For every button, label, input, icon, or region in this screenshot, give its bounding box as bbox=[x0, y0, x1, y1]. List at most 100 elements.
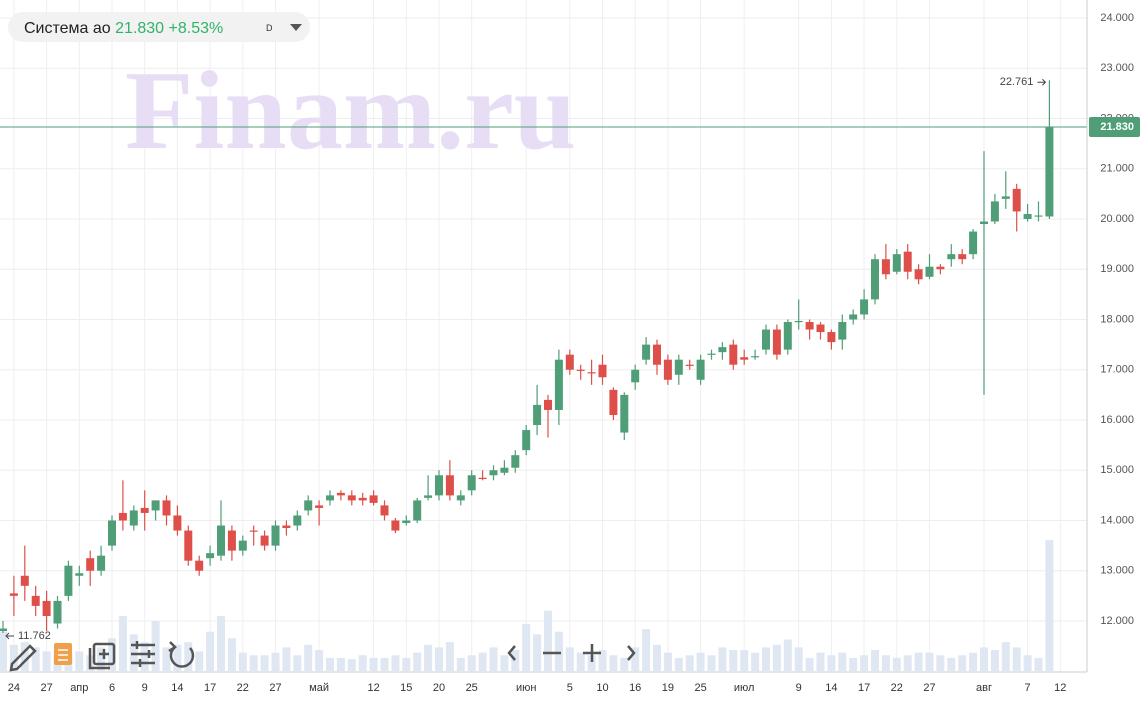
dropdown-arrow[interactable] bbox=[290, 24, 302, 31]
zoom-in[interactable] bbox=[583, 644, 601, 662]
candle-body bbox=[947, 254, 956, 260]
candle-body bbox=[271, 525, 280, 546]
volume-bar bbox=[478, 652, 487, 671]
candle-body bbox=[609, 389, 618, 415]
x-tick-label: 27 bbox=[923, 682, 935, 694]
x-tick-label: 25 bbox=[694, 682, 706, 694]
candle-body bbox=[642, 344, 651, 360]
candle-body bbox=[140, 507, 149, 513]
x-tick-label: 27 bbox=[269, 682, 281, 694]
price-change: +8.53% bbox=[169, 20, 224, 37]
volume-bar bbox=[358, 655, 367, 671]
volume-bar bbox=[729, 650, 738, 671]
volume-bar bbox=[990, 650, 999, 671]
x-tick-label: 20 bbox=[433, 682, 445, 694]
candle-body bbox=[685, 364, 694, 366]
x-tick-label: 5 bbox=[567, 682, 573, 694]
x-tick-label: 25 bbox=[466, 682, 478, 694]
candle-body bbox=[838, 322, 847, 340]
volume-bar bbox=[20, 642, 29, 671]
volume-bar bbox=[347, 659, 356, 671]
header-pill bbox=[8, 12, 310, 42]
y-tick-label: 18.000 bbox=[1100, 313, 1134, 325]
reset-icon[interactable] bbox=[169, 646, 195, 668]
candle-body bbox=[358, 497, 367, 501]
volume-bar bbox=[249, 655, 258, 671]
volume-bar bbox=[424, 644, 433, 671]
candle-body bbox=[565, 354, 574, 370]
x-tick-label: 22 bbox=[891, 682, 903, 694]
volume-bar bbox=[620, 657, 629, 671]
candle-body bbox=[206, 553, 215, 559]
candle-body bbox=[173, 515, 182, 531]
volume-bar bbox=[217, 615, 225, 671]
volume-bar bbox=[914, 652, 923, 671]
candle-body bbox=[772, 329, 781, 355]
candle-body bbox=[849, 314, 858, 320]
candle-body bbox=[304, 500, 313, 511]
candle-body bbox=[217, 525, 225, 556]
candle-body bbox=[97, 555, 106, 571]
nav-right[interactable] bbox=[627, 645, 636, 661]
volume-bar bbox=[293, 655, 302, 671]
volume-bar bbox=[576, 652, 585, 671]
volume-bar bbox=[718, 647, 727, 671]
candle-body bbox=[445, 475, 454, 496]
candle-body bbox=[20, 575, 29, 586]
candle-body bbox=[653, 344, 661, 365]
volume-bar bbox=[631, 647, 640, 671]
volume-bar bbox=[282, 647, 291, 671]
x-tick-label: 12 bbox=[367, 682, 379, 694]
volume-bar bbox=[75, 651, 84, 671]
candle-body bbox=[762, 329, 770, 350]
volume-bar bbox=[980, 647, 988, 671]
candle-body bbox=[282, 525, 291, 529]
candle-body bbox=[696, 359, 705, 380]
candle-body bbox=[860, 299, 869, 315]
candle-body bbox=[903, 251, 912, 272]
pencil-icon[interactable] bbox=[9, 644, 37, 672]
nav-left[interactable] bbox=[507, 645, 516, 661]
high-annotation: 22.761 bbox=[1000, 76, 1034, 88]
volume-bar bbox=[1045, 540, 1054, 671]
x-tick-label: 9 bbox=[142, 682, 148, 694]
candle-body bbox=[576, 369, 585, 371]
toolbar bbox=[9, 641, 636, 672]
candle-body bbox=[663, 359, 672, 380]
candle-body bbox=[467, 475, 476, 491]
candle-body bbox=[533, 404, 542, 426]
volume-bar bbox=[369, 657, 378, 671]
candle-body bbox=[969, 231, 978, 255]
x-tick-label: май bbox=[309, 682, 329, 694]
x-tick-label: 27 bbox=[40, 682, 52, 694]
candle-body bbox=[315, 505, 324, 508]
volume-bar bbox=[947, 657, 956, 671]
x-tick-label: 7 bbox=[1025, 682, 1031, 694]
low-annotation: 11.762 bbox=[18, 630, 51, 642]
volume-bar bbox=[511, 650, 520, 671]
candle-body bbox=[456, 495, 465, 501]
volume-bar bbox=[674, 657, 683, 671]
candle-body bbox=[238, 540, 247, 551]
settings-icon[interactable] bbox=[131, 641, 155, 667]
candle-body bbox=[554, 359, 563, 410]
volume-bar bbox=[9, 644, 18, 671]
interval[interactable]: D bbox=[266, 23, 273, 33]
candle-body bbox=[402, 520, 411, 524]
add-icon-detail bbox=[88, 648, 110, 670]
volume-bar bbox=[1012, 647, 1021, 671]
candle-body bbox=[227, 530, 236, 551]
add-icon[interactable] bbox=[92, 642, 116, 666]
doc-icon[interactable] bbox=[54, 643, 72, 665]
candle-body bbox=[9, 593, 18, 596]
y-tick-label: 21.000 bbox=[1100, 163, 1134, 175]
volume-bar bbox=[958, 655, 967, 671]
volume-bar bbox=[435, 647, 443, 671]
candle-body bbox=[391, 520, 400, 531]
x-tick-label: 22 bbox=[237, 682, 249, 694]
volume-bar bbox=[860, 655, 869, 671]
x-tick-label: 16 bbox=[629, 682, 641, 694]
volume-bar bbox=[326, 657, 334, 671]
y-tick-label: 13.000 bbox=[1100, 565, 1134, 577]
